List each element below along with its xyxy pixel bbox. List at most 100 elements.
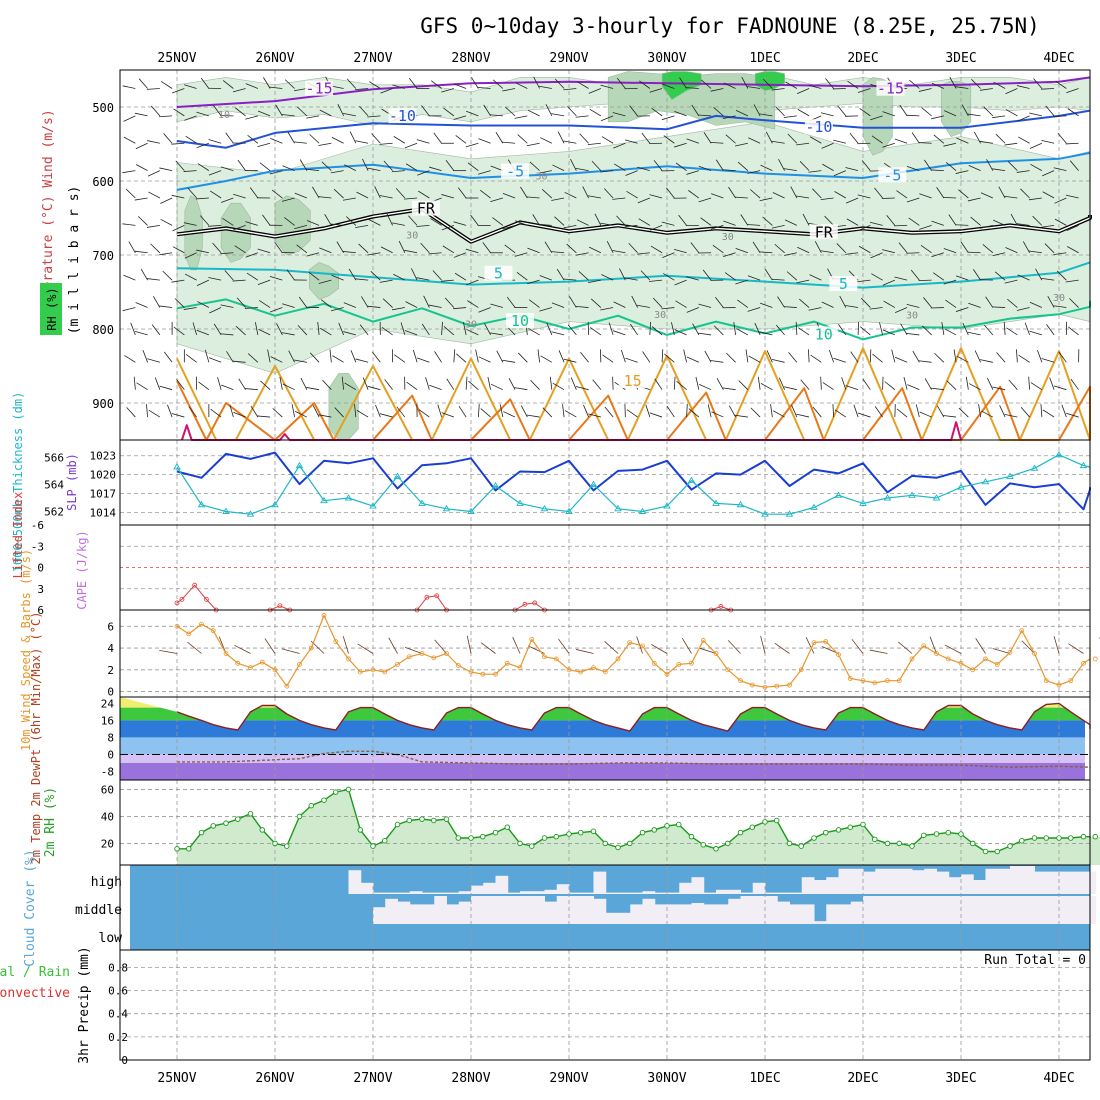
temperature-2m-line: [176, 702, 1091, 732]
cloud-gap-high: [691, 877, 705, 894]
wind-barb: [858, 225, 871, 231]
wind-speed-marker: [174, 623, 180, 629]
rh-2m-marker: [1068, 835, 1074, 841]
wind-barb: [910, 269, 920, 281]
wind-barb: [368, 219, 381, 226]
rh-contour-label: 30: [1053, 293, 1065, 304]
wind-speed-marker: [248, 665, 253, 671]
wind-barb: [294, 192, 307, 199]
rh-2m-marker: [945, 829, 952, 836]
rh-2m-marker: [958, 831, 964, 837]
cloud-level-label: high: [91, 875, 122, 890]
date-label-bottom: 26NOV: [255, 1071, 294, 1086]
contour-label: 5: [494, 265, 503, 283]
wind-speed-marker: [1032, 651, 1037, 656]
wind-barb: [233, 412, 246, 418]
wind-barb: [636, 304, 650, 308]
wind-barb: [254, 322, 259, 335]
wind-barb: [967, 251, 981, 254]
wind-barb: [374, 186, 381, 199]
wind-speed-marker: [223, 651, 229, 656]
wind-barb: [796, 413, 810, 418]
wind-barb: [298, 296, 308, 308]
wind-barb: [259, 162, 271, 171]
wind-barb: [575, 252, 589, 256]
wind-barb: [125, 188, 136, 199]
thickness-marker: [442, 504, 451, 512]
wind-barb: [257, 415, 271, 418]
wind-barb: [258, 300, 271, 308]
wind-barb: [185, 135, 197, 144]
wind-barb: [850, 351, 859, 363]
cloud-gap-middle: [728, 898, 741, 924]
wind-barb: [393, 136, 406, 144]
cloud-gap-high: [850, 868, 864, 894]
wind-barb: [763, 78, 773, 89]
rh-2m-ylabel: 2m RH (%): [43, 787, 58, 857]
wind-barb: [163, 351, 173, 363]
cloud-gap-middle: [887, 896, 901, 924]
wind-barb: [612, 330, 626, 336]
wind-barb: [540, 355, 553, 363]
wind-barb: [980, 192, 994, 199]
wind-barb: [845, 305, 859, 308]
rh-2m-marker: [1056, 835, 1062, 841]
wind-barb: [774, 243, 785, 254]
wind-barb: [171, 279, 185, 283]
wind-barb: [710, 88, 724, 92]
wind-barb: [134, 112, 148, 117]
precip-ylabel: 3hr Precip (mm): [77, 946, 92, 1063]
wind-barb: [1018, 354, 1030, 363]
wind-barb-10m: [760, 635, 766, 654]
wind-barb: [537, 349, 540, 363]
contour-label-bg: [809, 326, 838, 342]
wind-barb: [979, 88, 993, 91]
rh-2m-marker: [1007, 843, 1013, 849]
wind-barb: [764, 269, 773, 281]
wind-barb: [480, 408, 491, 418]
slp-tick-label: 1020: [90, 469, 117, 482]
wind-barb: [661, 115, 675, 121]
cloud-gap-high: [1022, 866, 1035, 894]
rh-2m-marker: [247, 810, 254, 817]
cloud-gap-high: [422, 892, 435, 894]
wind-barb: [1029, 301, 1043, 308]
lifted-index-marker: [434, 593, 440, 599]
wind-barb: [362, 377, 369, 390]
wind-barb: [796, 142, 810, 146]
wind-barb: [296, 244, 308, 254]
wind-barb: [527, 109, 540, 117]
wind-barb: [502, 225, 516, 230]
cloud-gap-middle: [863, 896, 876, 924]
wind-barb: [673, 376, 676, 390]
wind-barb: [577, 81, 589, 89]
wind-barb: [437, 404, 442, 418]
wind-barb: [330, 307, 344, 312]
wind-barb: [556, 268, 565, 281]
wind-barb: [1007, 161, 1018, 171]
cloud-gap-middle: [691, 903, 705, 924]
wind-barb: [160, 197, 173, 204]
cloud-gap-middle: [605, 912, 619, 924]
wind-barb: [716, 378, 724, 390]
wind-barb: [983, 106, 994, 117]
cloud-gap-high: [801, 877, 815, 894]
wind-speed-marker: [210, 628, 216, 634]
wind-barb: [808, 307, 822, 311]
wind-barb: [381, 326, 393, 336]
wind-barb-10m: [897, 641, 913, 654]
cloud-gap-high: [630, 892, 643, 894]
wind-barb: [808, 84, 822, 89]
wind-barb: [937, 405, 945, 418]
wind-barb: [226, 351, 234, 363]
wind-speed-marker: [553, 656, 559, 662]
wind-barb: [600, 115, 614, 122]
wind-barb: [640, 270, 651, 281]
date-label-top: 2DEC: [847, 51, 878, 66]
thickness-marker: [1030, 464, 1039, 471]
wind-barb: [380, 88, 393, 94]
wind-speed-marker: [749, 682, 755, 688]
wind-barb: [554, 78, 565, 89]
wind-barb: [898, 242, 908, 254]
